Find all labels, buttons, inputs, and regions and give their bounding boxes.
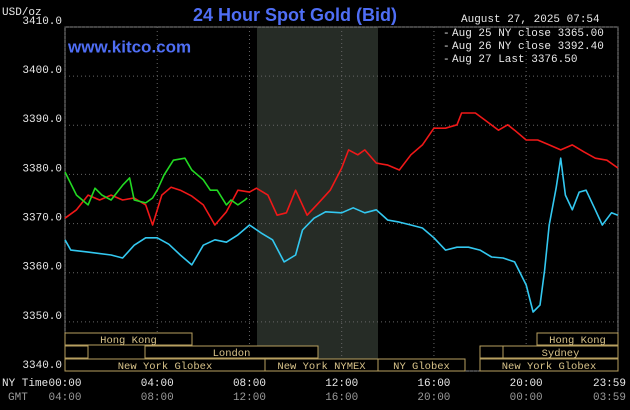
session-box (479, 358, 619, 372)
legend-marker: - (443, 28, 450, 40)
x-tick-label: 00:00 (48, 378, 81, 390)
y-tick-label: 3380.0 (22, 163, 62, 175)
site-url: www.kitco.com (67, 37, 191, 56)
x-tick-label: 08:00 (233, 378, 266, 390)
session-label: Sydney (542, 348, 580, 360)
session-label: NY Globex (393, 361, 450, 373)
y-tick-label: 3340.0 (22, 360, 62, 372)
x-tick-label: 23:59 (593, 378, 626, 390)
y-axis-label: USD/oz (2, 7, 42, 19)
session-box (144, 345, 319, 359)
legend-marker: - (443, 41, 450, 53)
session-label: Hong Kong (549, 335, 606, 347)
chart-title: 24 Hour Spot Gold (Bid) (193, 5, 397, 25)
legend-label: Aug 27 Last 3376.50 (452, 54, 577, 66)
y-tick-label: 3400.0 (22, 65, 62, 77)
x-tick-label: 12:00 (325, 378, 358, 390)
x2-tick-label: 03:59 (593, 392, 626, 404)
legend-marker: - (443, 54, 450, 66)
x2-tick-label: 20:00 (417, 392, 450, 404)
y-tick-label: 3360.0 (22, 262, 62, 274)
session-label: London (213, 348, 251, 360)
y-tick-label: 3390.0 (22, 114, 62, 126)
session-box (377, 358, 466, 372)
session-label: New York Globex (118, 361, 213, 373)
y-tick-label: 3410.0 (22, 16, 62, 28)
session-label: Hong Kong (100, 335, 157, 347)
x2-tick-label: 00:00 (510, 392, 543, 404)
timestamp: August 27, 2025 07:54 (461, 14, 600, 26)
x-axis-label: NY Time (2, 378, 48, 390)
y-tick-label: 3370.0 (22, 212, 62, 224)
x2-tick-label: 08:00 (141, 392, 174, 404)
session-label: New York Globex (502, 361, 597, 373)
series-line (64, 112, 619, 226)
legend-label: Aug 26 NY close 3392.40 (452, 41, 604, 53)
session-box (502, 345, 619, 359)
x-tick-label: 16:00 (417, 378, 450, 390)
x2-tick-label: 12:00 (233, 392, 266, 404)
series-line (64, 157, 619, 313)
x-tick-label: 20:00 (510, 378, 543, 390)
x-tick-label: 04:00 (141, 378, 174, 390)
x2-tick-label: 04:00 (48, 392, 81, 404)
session-label: New York NYMEX (277, 361, 366, 373)
session-box (64, 332, 193, 346)
series-line (64, 157, 248, 206)
x2-axis-label: GMT (8, 392, 28, 404)
x2-tick-label: 16:00 (325, 392, 358, 404)
y-tick-label: 3350.0 (22, 311, 62, 323)
session-box (479, 345, 504, 359)
legend-label: Aug 25 NY close 3365.00 (452, 28, 604, 40)
session-box (64, 345, 89, 359)
market-hours-shade (257, 27, 378, 371)
session-box (536, 332, 619, 346)
